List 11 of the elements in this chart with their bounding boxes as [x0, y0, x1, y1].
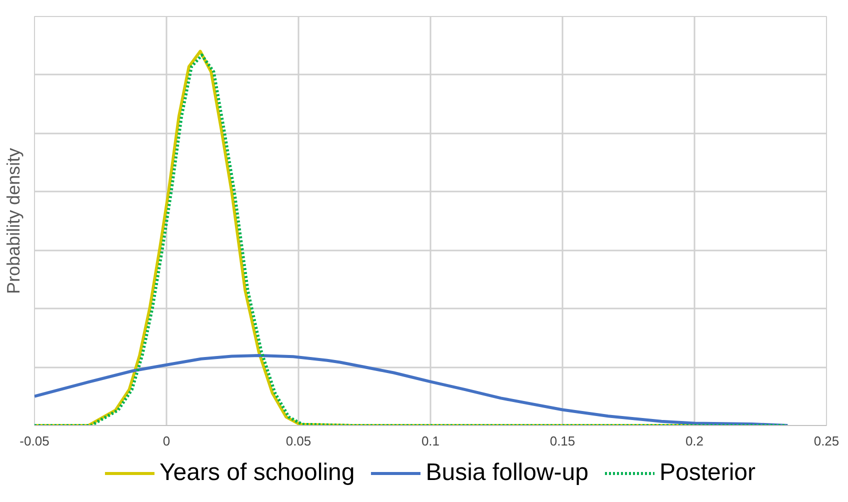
x-tick-label: 0.05 — [286, 434, 312, 448]
x-tick-label: 0.15 — [550, 434, 576, 448]
x-tick-label: 0 — [162, 434, 170, 448]
legend-label: Posterior — [659, 459, 756, 487]
x-tick-label: 0.2 — [685, 434, 704, 448]
y-axis-title: Probability density — [4, 148, 24, 294]
legend-label: Busia follow-up — [426, 459, 588, 487]
x-tick-label: -0.05 — [20, 434, 50, 448]
legend-label: Years of schooling — [159, 459, 355, 487]
x-tick-label: 0.1 — [421, 434, 440, 448]
x-tick-label: 0.25 — [814, 434, 840, 448]
